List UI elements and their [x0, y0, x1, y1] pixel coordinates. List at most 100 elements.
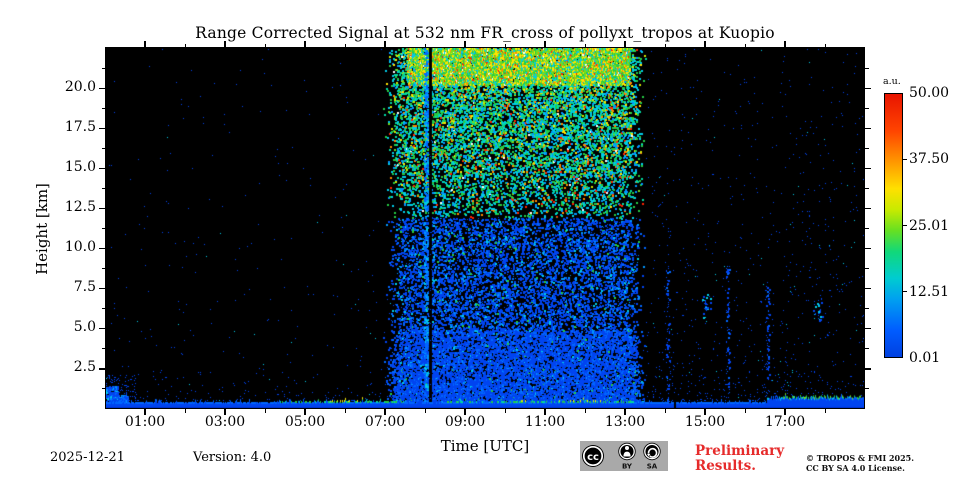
preliminary-results-note: Preliminary Results. [695, 444, 784, 474]
tick-mark [903, 291, 907, 293]
tick-mark [384, 41, 386, 47]
cc-sa-icon [643, 442, 661, 461]
tick-mark [99, 288, 105, 290]
tick-mark [264, 43, 266, 47]
cc-sa-label: SA [647, 463, 658, 471]
colorbar-tick-label: 12.51 [909, 283, 950, 300]
tick-mark [865, 108, 869, 110]
tick-mark [865, 268, 869, 270]
tick-mark [424, 409, 426, 413]
tick-mark [824, 409, 826, 413]
y-tick-label: 2.5 [73, 359, 96, 376]
y-tick-label: 5.0 [73, 319, 96, 336]
tick-mark [504, 43, 506, 47]
tick-mark [99, 168, 105, 170]
colorbar-tick-label: 0.01 [909, 350, 941, 366]
tick-mark [544, 409, 546, 415]
colorbar-tick-label: 37.50 [909, 151, 950, 168]
tick-mark [99, 248, 105, 250]
tick-mark [99, 88, 105, 90]
tick-mark [101, 348, 105, 350]
tick-mark [865, 388, 869, 390]
colorbar-tick-label: 25.01 [909, 217, 950, 234]
cc-logo-icon: cc [582, 445, 604, 467]
heatmap-canvas [106, 48, 864, 408]
tick-mark [784, 41, 786, 47]
tick-mark [903, 158, 907, 160]
tick-mark [144, 409, 146, 415]
tick-mark [99, 328, 105, 330]
colorbar [884, 93, 903, 358]
tick-mark [865, 328, 871, 330]
y-tick-label: 10.0 [64, 239, 96, 256]
tick-mark [664, 409, 666, 413]
cc-by-sa-license-badge: cc BY SA [580, 441, 668, 475]
tick-mark [424, 43, 426, 47]
cc-by-label: BY [622, 463, 633, 471]
tick-mark [504, 409, 506, 413]
tick-mark [624, 41, 626, 47]
tick-mark [224, 409, 226, 415]
tick-mark [903, 225, 907, 226]
tick-mark [704, 409, 706, 415]
tick-mark [344, 409, 346, 413]
tick-mark [664, 43, 666, 47]
copyright-line1: © TROPOS & FMI 2025. [806, 453, 915, 463]
tick-mark [224, 41, 226, 47]
y-tick-label: 17.5 [64, 119, 96, 136]
tick-mark [865, 348, 869, 350]
x-tick-label: 05:00 [284, 414, 326, 430]
y-axis-title: Height [km] [33, 183, 51, 275]
tick-mark [144, 41, 146, 47]
preliminary-line2: Results. [695, 458, 756, 474]
tick-mark [865, 168, 871, 170]
x-axis-title: Time [UTC] [440, 437, 530, 455]
x-tick-label: 17:00 [764, 414, 806, 430]
y-tick-label: 12.5 [64, 199, 96, 216]
tick-mark [865, 188, 869, 190]
tick-mark [101, 148, 105, 150]
x-tick-label: 15:00 [684, 414, 726, 430]
tick-mark [865, 68, 869, 70]
tick-mark [464, 409, 466, 415]
tick-mark [865, 208, 871, 210]
tick-mark [865, 148, 869, 150]
cc-by-icon [618, 442, 636, 461]
tick-mark [101, 108, 105, 110]
y-tick-label: 7.5 [73, 279, 96, 296]
tick-mark [101, 228, 105, 230]
tick-mark [101, 388, 105, 390]
tick-mark [624, 409, 626, 415]
tick-mark [101, 68, 105, 70]
version-label: Version: 4.0 [193, 450, 272, 465]
tick-mark [865, 308, 869, 310]
svg-text:cc: cc [587, 452, 599, 463]
tick-mark [865, 368, 871, 370]
x-tick-label: 03:00 [204, 414, 246, 430]
copyright-line2: CC BY SA 4.0 License. [806, 463, 905, 473]
tick-mark [584, 409, 586, 413]
tick-mark [544, 41, 546, 47]
x-tick-label: 07:00 [364, 414, 406, 430]
measurement-date: 2025-12-21 [50, 450, 125, 465]
tick-mark [704, 41, 706, 47]
tick-mark [865, 288, 871, 290]
colorbar-unit-label: a.u. [883, 76, 901, 87]
x-tick-label: 11:00 [524, 414, 566, 430]
x-tick-label: 09:00 [444, 414, 486, 430]
preliminary-line1: Preliminary [695, 443, 785, 459]
plot-area [105, 47, 865, 409]
tick-mark [344, 43, 346, 47]
tick-mark [824, 43, 826, 47]
tick-mark [464, 41, 466, 47]
y-tick-label: 15.0 [64, 159, 96, 176]
tick-mark [784, 409, 786, 415]
colorbar-tick-label: 50.00 [909, 85, 950, 101]
tick-mark [184, 409, 186, 413]
tick-mark [101, 188, 105, 190]
tick-mark [865, 228, 869, 230]
tick-mark [865, 248, 871, 250]
tick-mark [101, 308, 105, 310]
tick-mark [99, 208, 105, 210]
